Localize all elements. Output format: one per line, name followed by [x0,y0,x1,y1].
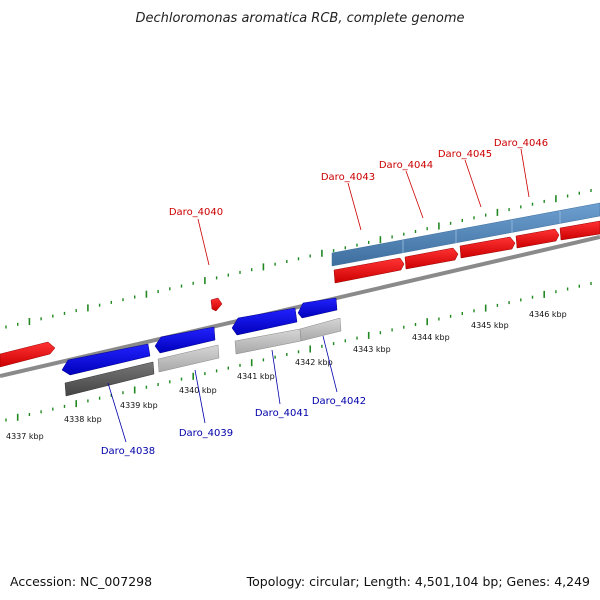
kbp-label: 4343 kbp [353,345,391,354]
gene-label-daro-4042[interactable]: Daro_4042 [312,396,366,407]
label-leaders [107,148,530,443]
gene-arrow-daro-4046[interactable] [515,228,560,249]
kbp-label: 4337 kbp [6,432,44,441]
gene-arrow-next[interactable] [559,220,600,241]
gene-arrow-daro-4042[interactable] [297,297,338,319]
gene-arrow-daro-4044[interactable] [404,247,459,270]
forward-cds-band [331,202,600,267]
kbp-label: 4346 kbp [529,310,567,319]
gene-label-daro-4041[interactable]: Daro_4041 [255,408,309,419]
gene-arrow-prev[interactable] [0,341,56,368]
kbp-label: 4342 kbp [295,358,333,367]
gene-label-daro-4040[interactable]: Daro_4040 [169,207,223,218]
gene-label-daro-4046[interactable]: Daro_4046 [494,138,548,149]
kbp-label: 4338 kbp [64,415,102,424]
kbp-label: 4341 kbp [237,372,275,381]
kbp-label: 4344 kbp [412,333,450,342]
gene-label-daro-4039[interactable]: Daro_4039 [179,428,233,439]
lower-tick-ruler [5,282,592,422]
kbp-label: 4339 kbp [120,401,158,410]
gene-arrow-daro-4041[interactable] [231,307,298,336]
gene-arrow-daro-4040[interactable] [210,297,223,312]
gene-label-daro-4043[interactable]: Daro_4043 [321,172,375,183]
accession-text: Accession: NC_007298 [10,574,152,589]
reverse-cds-band [64,317,342,397]
genome-title: Dechloromonas aromatica RCB, complete ge… [135,11,464,26]
gene-label-daro-4044[interactable]: Daro_4044 [379,160,433,171]
kbp-label: 4340 kbp [179,386,217,395]
gene-label-daro-4045[interactable]: Daro_4045 [438,149,492,160]
genome-summary-text: Topology: circular; Length: 4,501,104 bp… [246,574,590,589]
gene-arrow-daro-4039[interactable] [154,326,216,354]
forward-gene-track [0,220,600,368]
kbp-label: 4345 kbp [471,321,509,330]
kbp-labels: 4337 kbp 4338 kbp 4339 kbp 4340 kbp 4341… [6,310,567,441]
gene-arrow-daro-4038[interactable] [61,343,151,376]
gene-arrow-daro-4043[interactable] [333,257,405,284]
reverse-gene-track [61,297,338,376]
upper-tick-ruler [5,189,592,329]
gene-label-daro-4038[interactable]: Daro_4038 [101,446,155,457]
gene-arrow-daro-4045[interactable] [459,236,516,259]
gene-labels: Daro_4040 Daro_4043 Daro_4044 Daro_4045 … [101,138,548,457]
genome-backbone [0,235,600,378]
